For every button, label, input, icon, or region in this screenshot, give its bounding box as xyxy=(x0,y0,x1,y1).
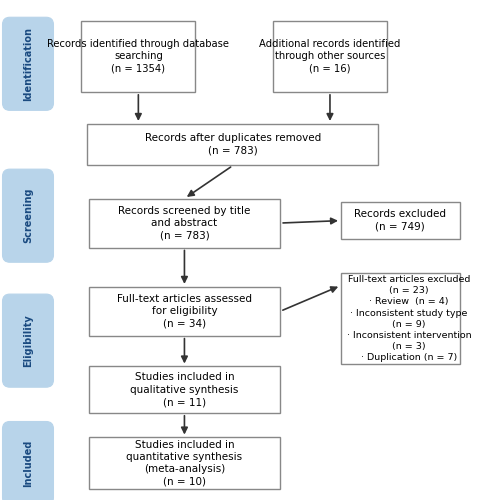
Text: Records screened by title
and abstract
(n = 783): Records screened by title and abstract (… xyxy=(118,206,250,240)
Text: Records after duplicates removed
(n = 783): Records after duplicates removed (n = 78… xyxy=(145,134,321,156)
Text: Full-text articles excluded
(n = 23)
· Review  (n = 4)
· Inconsistent study type: Full-text articles excluded (n = 23) · R… xyxy=(346,275,471,362)
Text: Records excluded
(n = 749): Records excluded (n = 749) xyxy=(354,210,446,232)
FancyBboxPatch shape xyxy=(89,286,280,336)
Text: Additional records identified
through other sources
(n = 16): Additional records identified through ot… xyxy=(259,39,400,74)
Text: Eligibility: Eligibility xyxy=(23,314,33,367)
FancyBboxPatch shape xyxy=(89,366,280,413)
Text: Screening: Screening xyxy=(23,188,33,244)
Text: Identification: Identification xyxy=(23,27,33,101)
Text: Studies included in
quantitative synthesis
(meta-analysis)
(n = 10): Studies included in quantitative synthes… xyxy=(126,440,243,487)
FancyBboxPatch shape xyxy=(2,17,53,110)
FancyBboxPatch shape xyxy=(2,169,53,262)
Text: Records identified through database
searching
(n = 1354): Records identified through database sear… xyxy=(48,39,229,74)
FancyBboxPatch shape xyxy=(341,202,460,239)
Text: Studies included in
qualitative synthesis
(n = 11): Studies included in qualitative synthesi… xyxy=(130,372,239,407)
FancyBboxPatch shape xyxy=(341,274,460,364)
FancyBboxPatch shape xyxy=(2,294,53,387)
FancyBboxPatch shape xyxy=(88,124,379,166)
FancyBboxPatch shape xyxy=(81,21,196,92)
FancyBboxPatch shape xyxy=(273,21,387,92)
Text: Included: Included xyxy=(23,440,33,487)
FancyBboxPatch shape xyxy=(89,438,280,489)
Text: Full-text articles assessed
for eligibility
(n = 34): Full-text articles assessed for eligibil… xyxy=(117,294,252,328)
FancyBboxPatch shape xyxy=(89,198,280,248)
FancyBboxPatch shape xyxy=(2,422,53,500)
